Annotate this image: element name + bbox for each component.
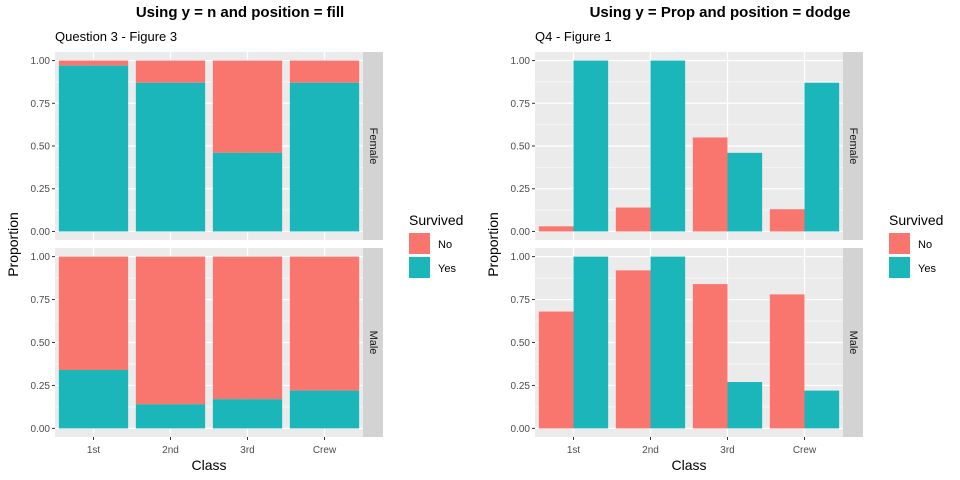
legend: Survived No Yes	[889, 212, 943, 278]
chart-subtitle: Q4 - Figure 1	[535, 29, 612, 44]
x-tick-label: 3rd	[720, 445, 734, 456]
bar-no-2nd	[615, 207, 651, 232]
bar-yes-1st	[573, 256, 609, 429]
chart-1: Question 3 - Figure 3 0.00 0.25 0.50 0.75 1.0…	[5, 29, 463, 473]
bar-yes-Crew	[804, 82, 840, 232]
x-tick-label: 1st	[87, 445, 101, 456]
y-tick-label: 0.50	[31, 338, 51, 349]
bar-no-1st	[538, 226, 574, 232]
y-tick-label: 0.50	[511, 142, 531, 153]
x-tick-label: 1st	[567, 445, 581, 456]
y-tick-label: 1.00	[31, 56, 51, 67]
y-tick-label: 1.00	[31, 252, 51, 263]
bar-no-3rd	[212, 256, 283, 400]
y-tick-label: 0.50	[31, 142, 51, 153]
bar-no-1st	[58, 256, 129, 370]
legend-title: Survived	[889, 212, 943, 228]
facet-female: 0.00 0.25 0.50 0.75 1.00 Female	[31, 52, 383, 240]
facet-strip	[843, 52, 863, 240]
bar-yes-2nd	[135, 82, 206, 232]
bar-yes-1st	[58, 369, 129, 429]
bar-no-2nd	[135, 256, 206, 405]
bar-yes-3rd	[727, 152, 763, 232]
bar-yes-2nd	[650, 60, 686, 232]
bar-no-2nd	[135, 60, 206, 83]
legend-label-yes: Yes	[918, 263, 936, 275]
facet-male: 0.00 0.25 0.50 0.75 1.00 Male	[31, 248, 383, 437]
bar-no-3rd	[692, 284, 728, 429]
x-tick-label: Crew	[313, 445, 337, 456]
facet-label-female: Female	[367, 128, 379, 165]
bar-no-Crew	[289, 60, 360, 83]
facet-label-female: Female	[847, 128, 859, 165]
chart-2: Q4 - Figure 10.000.250.500.751.00Female0…	[485, 29, 943, 473]
bar-yes-2nd	[135, 404, 206, 429]
bar-no-3rd	[212, 60, 283, 153]
legend-label-no: No	[918, 239, 932, 251]
y-tick-label: 0.25	[511, 184, 531, 195]
legend-label-no: No	[438, 239, 452, 251]
legend-key-no	[889, 233, 910, 254]
bar-no-Crew	[769, 209, 805, 232]
facet-strip	[363, 52, 383, 240]
legend-label-yes: Yes	[438, 263, 456, 275]
facet-label-male: Male	[847, 331, 859, 355]
legend-key-yes	[409, 257, 430, 278]
y-tick-label: 0.25	[31, 184, 51, 195]
legend-key-yes	[889, 257, 910, 278]
bar-yes-3rd	[212, 399, 283, 429]
legend-key-no	[409, 233, 430, 254]
bar-no-1st	[538, 311, 574, 429]
bar-yes-Crew	[289, 82, 360, 232]
x-tick-label: 2nd	[162, 445, 179, 456]
bar-yes-1st	[58, 65, 129, 232]
y-tick-label: 0.00	[31, 227, 51, 238]
bar-yes-1st	[573, 60, 609, 232]
bar-yes-3rd	[727, 382, 763, 429]
bar-no-Crew	[769, 294, 805, 429]
bar-yes-3rd	[212, 152, 283, 232]
x-axis-title: Class	[671, 457, 706, 473]
y-tick-label: 0.75	[31, 295, 51, 306]
x-tick-label: 2nd	[642, 445, 659, 456]
facet-strip	[843, 248, 863, 437]
chart-subtitle: Question 3 - Figure 3	[55, 29, 177, 44]
y-tick-label: 1.00	[511, 252, 531, 263]
y-tick-label: 0.25	[511, 381, 531, 392]
y-axis-title: Proportion	[5, 212, 21, 277]
facet-strip	[363, 248, 383, 437]
left-chart-title: Using y = n and position = fill	[135, 4, 345, 21]
facet-male: 0.00 0.25 0.50 0.75 1.00 Male	[511, 248, 863, 437]
facet-label-male: Male	[367, 331, 379, 355]
bar-yes-Crew	[804, 390, 840, 429]
y-tick-label: 0.50	[511, 338, 531, 349]
right-chart-title: Using y = Prop and position = dodge	[589, 4, 851, 21]
y-tick-label: 0.75	[31, 99, 51, 110]
legend-title: Survived	[409, 212, 463, 228]
y-axis-title: Proportion	[485, 212, 501, 277]
bar-no-2nd	[615, 270, 651, 429]
x-axis-title: Class	[191, 457, 226, 473]
y-tick-label: 0.00	[511, 227, 531, 238]
bar-no-1st	[58, 60, 129, 66]
legend: Survived No Yes	[409, 212, 463, 278]
y-tick-label: 0.00	[511, 424, 531, 435]
bar-no-3rd	[692, 137, 728, 232]
x-tick-label: 3rd	[240, 445, 254, 456]
y-tick-label: 0.75	[511, 99, 531, 110]
facet-female: 0.00 0.25 0.50 0.75 1.00 Female	[511, 52, 863, 240]
bar-no-Crew	[289, 256, 360, 391]
y-tick-label: 0.00	[31, 424, 51, 435]
y-tick-label: 1.00	[511, 56, 531, 67]
bar-yes-2nd	[650, 256, 686, 429]
y-tick-label: 0.25	[31, 381, 51, 392]
x-tick-label: Crew	[793, 445, 817, 456]
y-tick-label: 0.75	[511, 295, 531, 306]
bar-yes-Crew	[289, 390, 360, 429]
